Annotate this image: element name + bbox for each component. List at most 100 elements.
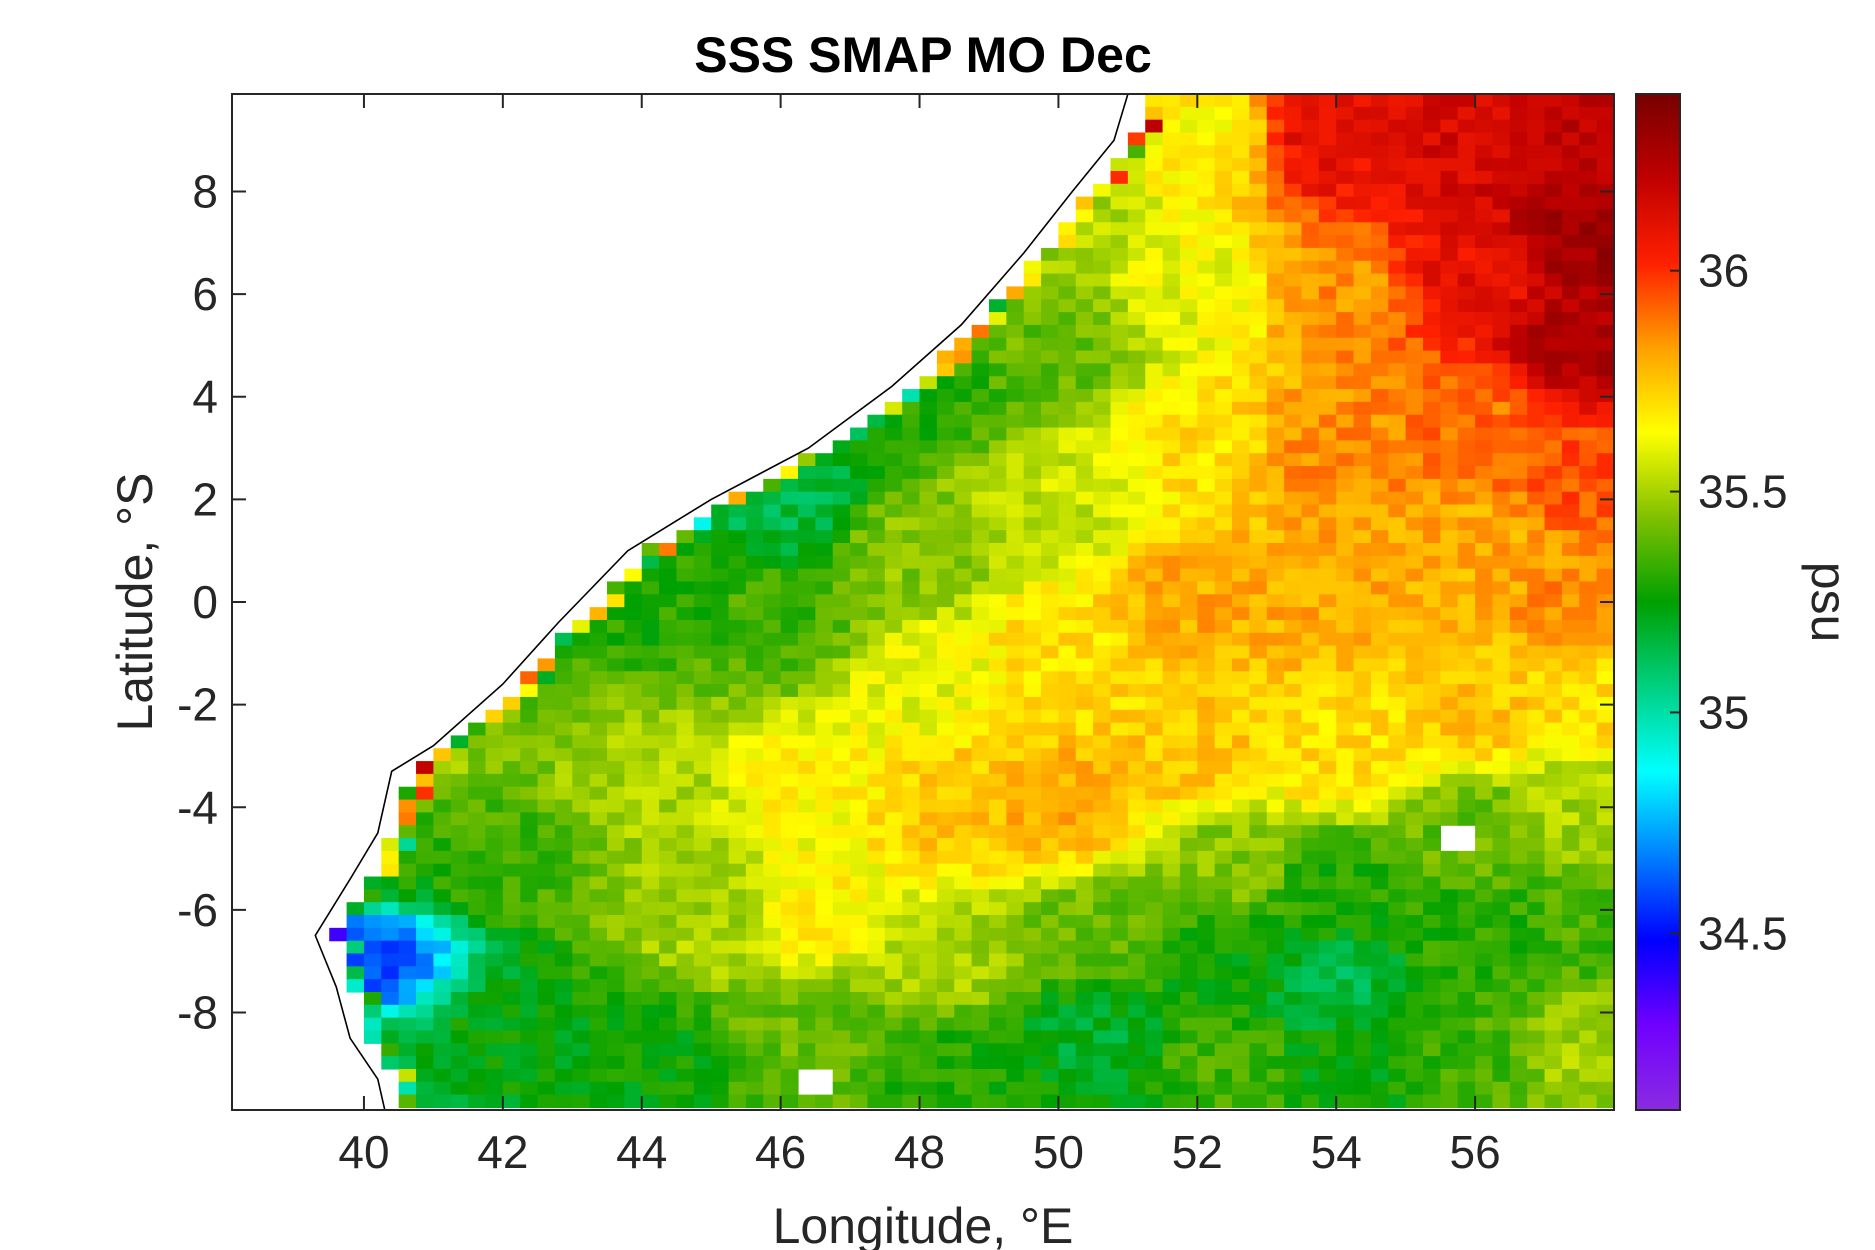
sss-cell [763, 722, 782, 737]
sss-cell [433, 1030, 452, 1044]
sss-cell [1041, 517, 1060, 531]
sss-cell [589, 671, 608, 685]
sss-cell [954, 632, 973, 647]
sss-cell [988, 350, 1007, 364]
sss-cell [988, 427, 1007, 441]
sss-cell [1544, 504, 1563, 518]
sss-cell [1370, 991, 1389, 1006]
sss-cell [1475, 1068, 1494, 1083]
sss-cell [1423, 286, 1441, 300]
sss-cell [1370, 850, 1389, 865]
sss-cell [1527, 991, 1546, 1006]
sss-cell [1440, 235, 1459, 249]
sss-cell [919, 979, 938, 993]
sss-cell [1249, 466, 1268, 480]
sss-cell [1145, 376, 1164, 390]
sss-cell [971, 363, 990, 377]
sss-cell [485, 1094, 504, 1109]
sss-cell [867, 555, 886, 570]
sss-cell [1318, 299, 1337, 313]
sss-cell [641, 1017, 660, 1032]
sss-cell [1162, 299, 1181, 313]
sss-cell [1197, 350, 1216, 364]
sss-cell [1110, 863, 1129, 878]
sss-cell [1023, 927, 1042, 942]
sss-cell [1179, 863, 1198, 878]
sss-cell [711, 607, 730, 621]
sss-cell [1492, 170, 1511, 185]
sss-cell [1284, 1030, 1303, 1044]
sss-cell [1075, 517, 1094, 531]
sss-cell [1527, 799, 1546, 813]
sss-cell [554, 1043, 573, 1057]
sss-cell [1197, 696, 1216, 711]
sss-cell [1041, 632, 1060, 647]
sss-cell [867, 953, 886, 967]
sss-cell [520, 850, 539, 865]
sss-cell [1006, 363, 1025, 377]
sss-cell [797, 902, 816, 916]
sss-cell [1440, 850, 1459, 865]
sss-cell [1232, 299, 1250, 313]
sss-cell [1475, 825, 1494, 839]
sss-cell [1197, 902, 1216, 916]
sss-cell [832, 478, 851, 493]
sss-cell [1179, 940, 1198, 955]
sss-cell [1544, 132, 1563, 146]
sss-cell [1058, 876, 1077, 890]
sss-cell [1527, 915, 1546, 929]
sss-cell [936, 1056, 955, 1070]
sss-cell [1353, 966, 1372, 980]
sss-cell [850, 748, 869, 762]
sss-cell [1527, 786, 1546, 801]
sss-cell [763, 530, 782, 544]
sss-cell [763, 991, 782, 1006]
sss-cell [1093, 466, 1112, 480]
sss-cell [589, 1094, 608, 1109]
sss-cell [589, 748, 608, 762]
sss-cell [502, 889, 521, 903]
sss-cell [1075, 838, 1094, 852]
sss-cell [1041, 299, 1060, 313]
sss-cell [1405, 222, 1424, 236]
sss-cell [850, 1081, 869, 1096]
sss-cell [1527, 427, 1546, 441]
sss-cell [884, 799, 903, 813]
sss-cell [537, 863, 556, 878]
sss-cell [954, 440, 973, 454]
sss-cell [1370, 927, 1389, 942]
sss-cell [1353, 761, 1372, 775]
sss-cell [954, 350, 973, 364]
sss-cell [572, 927, 591, 942]
sss-cell [1509, 671, 1528, 685]
sss-cell [1075, 761, 1094, 775]
sss-cell [815, 517, 834, 531]
sss-cell [867, 440, 886, 454]
sss-cell [1509, 709, 1528, 724]
sss-cell [1023, 389, 1042, 403]
sss-cell [1284, 581, 1303, 595]
sss-cell [815, 838, 834, 852]
sss-cell [1457, 453, 1476, 467]
sss-cell [1232, 170, 1250, 185]
sss-cell [1475, 209, 1494, 223]
sss-cell [1440, 607, 1459, 621]
sss-cell [1492, 825, 1511, 839]
sss-cell [1475, 812, 1494, 826]
sss-cell [919, 876, 938, 890]
sss-cell [1423, 1017, 1441, 1032]
sss-cell [1284, 324, 1303, 339]
sss-cell [1492, 850, 1511, 865]
sss-cell [1301, 1094, 1320, 1109]
sss-cell [902, 658, 921, 672]
sss-cell [988, 581, 1007, 595]
sss-cell [1093, 594, 1112, 608]
sss-cell [884, 466, 903, 480]
sss-cell [1370, 979, 1389, 993]
sss-cell [1249, 761, 1268, 775]
sss-cell [1596, 273, 1614, 288]
sss-cell [988, 440, 1007, 454]
sss-cell [1370, 761, 1389, 775]
sss-cell [1492, 299, 1511, 313]
sss-cell [1127, 735, 1146, 749]
